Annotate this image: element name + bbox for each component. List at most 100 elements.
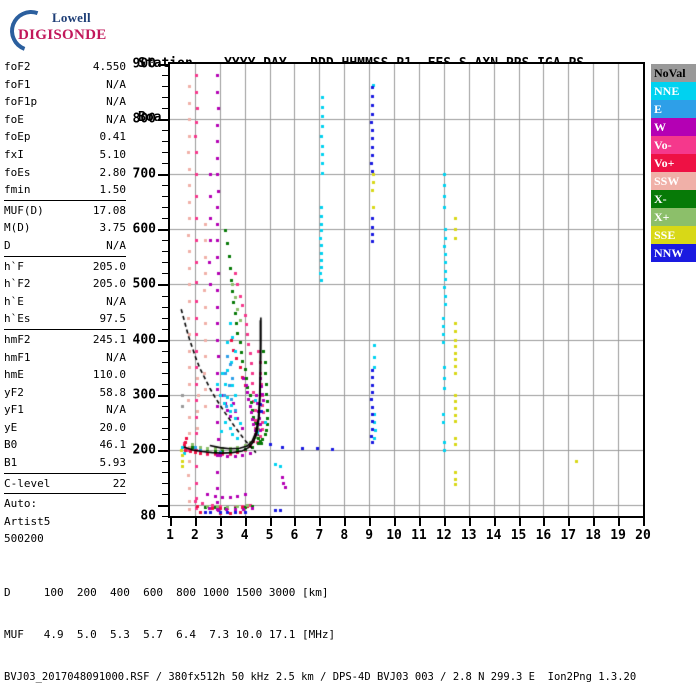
x-tick xyxy=(568,518,571,526)
param-row-mufd: MUF(D) 17.08 xyxy=(4,202,126,220)
param-row-fof1: foF1 N/A xyxy=(4,76,126,94)
y-tick xyxy=(162,218,168,220)
param-auto-name: Artist5 xyxy=(4,514,51,528)
legend-item-x[interactable]: X+ xyxy=(651,208,696,226)
param-row-hf: h`F 205.0 xyxy=(4,258,126,276)
param-divider xyxy=(4,255,126,257)
param-auto-label: Auto: xyxy=(4,497,38,511)
y-tick xyxy=(158,394,168,397)
y-axis-label: 200 xyxy=(132,442,156,458)
param-key: h`E xyxy=(4,294,24,308)
param-key: fxI xyxy=(4,147,24,161)
x-axis-label: 6 xyxy=(290,528,299,543)
x-axis-label: 4 xyxy=(240,528,249,543)
x-axis-label: 17 xyxy=(560,528,577,543)
legend-item-nnw[interactable]: NNW xyxy=(651,244,696,262)
x-axis-label: 19 xyxy=(610,528,626,543)
logo-digisonde-text: DIGISONDE xyxy=(18,27,107,43)
legend-item-e[interactable]: E xyxy=(651,100,696,118)
param-row-he: h`E N/A xyxy=(4,293,126,311)
param-row-foes: foEs 2.80 xyxy=(4,164,126,182)
legend-item-sse[interactable]: SSE xyxy=(651,226,696,244)
param-divider xyxy=(4,199,126,201)
x-tick xyxy=(593,518,596,526)
param-divider xyxy=(4,472,126,474)
x-axis-label: 8 xyxy=(340,528,349,543)
x-tick xyxy=(170,518,172,526)
x-axis-label: 7 xyxy=(315,528,324,543)
param-row-foe: foE N/A xyxy=(4,111,126,129)
param-key: yF2 xyxy=(4,385,24,399)
y-tick xyxy=(158,284,168,287)
y-tick xyxy=(158,64,168,66)
param-divider xyxy=(4,328,126,330)
x-tick xyxy=(543,518,546,526)
param-key: B1 xyxy=(4,456,18,470)
x-tick xyxy=(244,518,247,526)
ionogram-scatter-canvas xyxy=(170,64,643,516)
legend-item-w[interactable]: W xyxy=(651,118,696,136)
param-key: h`F2 xyxy=(4,277,31,291)
param-key: hmE xyxy=(4,368,24,382)
param-row-yf1: yF1 N/A xyxy=(4,401,126,419)
param-row-ye: yE 20.0 xyxy=(4,419,126,437)
param-key: foEs xyxy=(4,165,31,179)
ionospheric-parameters-panel: foF2 4.550 foF1 N/A foF1p N/A foE N/A foEp 0.41 fx… xyxy=(4,58,126,548)
param-value: 5.10 xyxy=(99,147,127,161)
x-axis-label: 13 xyxy=(460,528,477,543)
y-tick xyxy=(162,361,168,363)
y-axis-label: 600 xyxy=(132,221,156,237)
y-tick xyxy=(162,438,168,440)
y-tick xyxy=(162,295,168,297)
x-axis-label: 16 xyxy=(535,528,552,543)
param-value: 97.5 xyxy=(99,312,127,326)
param-key: C-level xyxy=(4,476,51,490)
y-tick xyxy=(162,416,168,418)
param-row-hf2: h`F2 205.0 xyxy=(4,275,126,293)
legend-item-nne[interactable]: NNE xyxy=(651,82,696,100)
param-row-md: M(D) 3.75 xyxy=(4,219,126,237)
lowell-digisonde-logo: Lowell DIGISONDE xyxy=(3,3,122,59)
footer-info: D 100 200 400 600 800 1000 1500 3000 [km… xyxy=(4,558,698,698)
y-tick xyxy=(158,119,168,122)
param-value: 245.1 xyxy=(92,332,126,346)
y-tick xyxy=(162,493,168,495)
param-value: 3.75 xyxy=(99,221,127,235)
y-axis-label: 500 xyxy=(132,276,156,292)
legend-item-x[interactable]: X- xyxy=(651,190,696,208)
param-row-fof1p: foF1p N/A xyxy=(4,93,126,111)
x-tick xyxy=(369,518,372,526)
x-tick xyxy=(294,518,297,526)
y-tick xyxy=(162,152,168,154)
param-value: N/A xyxy=(106,112,126,126)
legend-item-ssw[interactable]: SSW xyxy=(651,172,696,190)
x-axis-label: 11 xyxy=(411,528,427,543)
y-tick xyxy=(162,328,168,330)
param-key: foF1 xyxy=(4,77,31,91)
y-tick xyxy=(158,229,168,232)
x-axis-label: 5 xyxy=(265,528,274,543)
y-axis-label: 700 xyxy=(132,166,156,182)
y-tick xyxy=(162,427,168,429)
legend-item-noval[interactable]: NoVal xyxy=(651,64,696,82)
param-key: hmF1 xyxy=(4,350,31,364)
param-row-b0: B0 46.1 xyxy=(4,436,126,454)
legend-item-vo[interactable]: Vo+ xyxy=(651,154,696,172)
param-key: foE xyxy=(4,112,24,126)
x-axis-label: 10 xyxy=(386,528,402,543)
y-tick xyxy=(162,130,168,132)
param-key: h`Es xyxy=(4,312,31,326)
y-axis-label: 800 xyxy=(132,111,156,127)
x-tick xyxy=(618,518,621,526)
ionogram-plot-area[interactable] xyxy=(168,62,645,518)
param-key: fmin xyxy=(4,183,31,197)
param-value: 1.50 xyxy=(99,183,127,197)
param-divider xyxy=(4,493,126,495)
param-key: yF1 xyxy=(4,403,24,417)
param-value: N/A xyxy=(106,403,126,417)
y-tick xyxy=(162,108,168,110)
param-value: N/A xyxy=(106,350,126,364)
param-row-d: D N/A xyxy=(4,237,126,255)
legend-item-vo[interactable]: Vo- xyxy=(651,136,696,154)
footer-muf-row: MUF 4.9 5.0 5.3 5.7 6.4 7.3 10.0 17.1 [M… xyxy=(4,628,336,641)
